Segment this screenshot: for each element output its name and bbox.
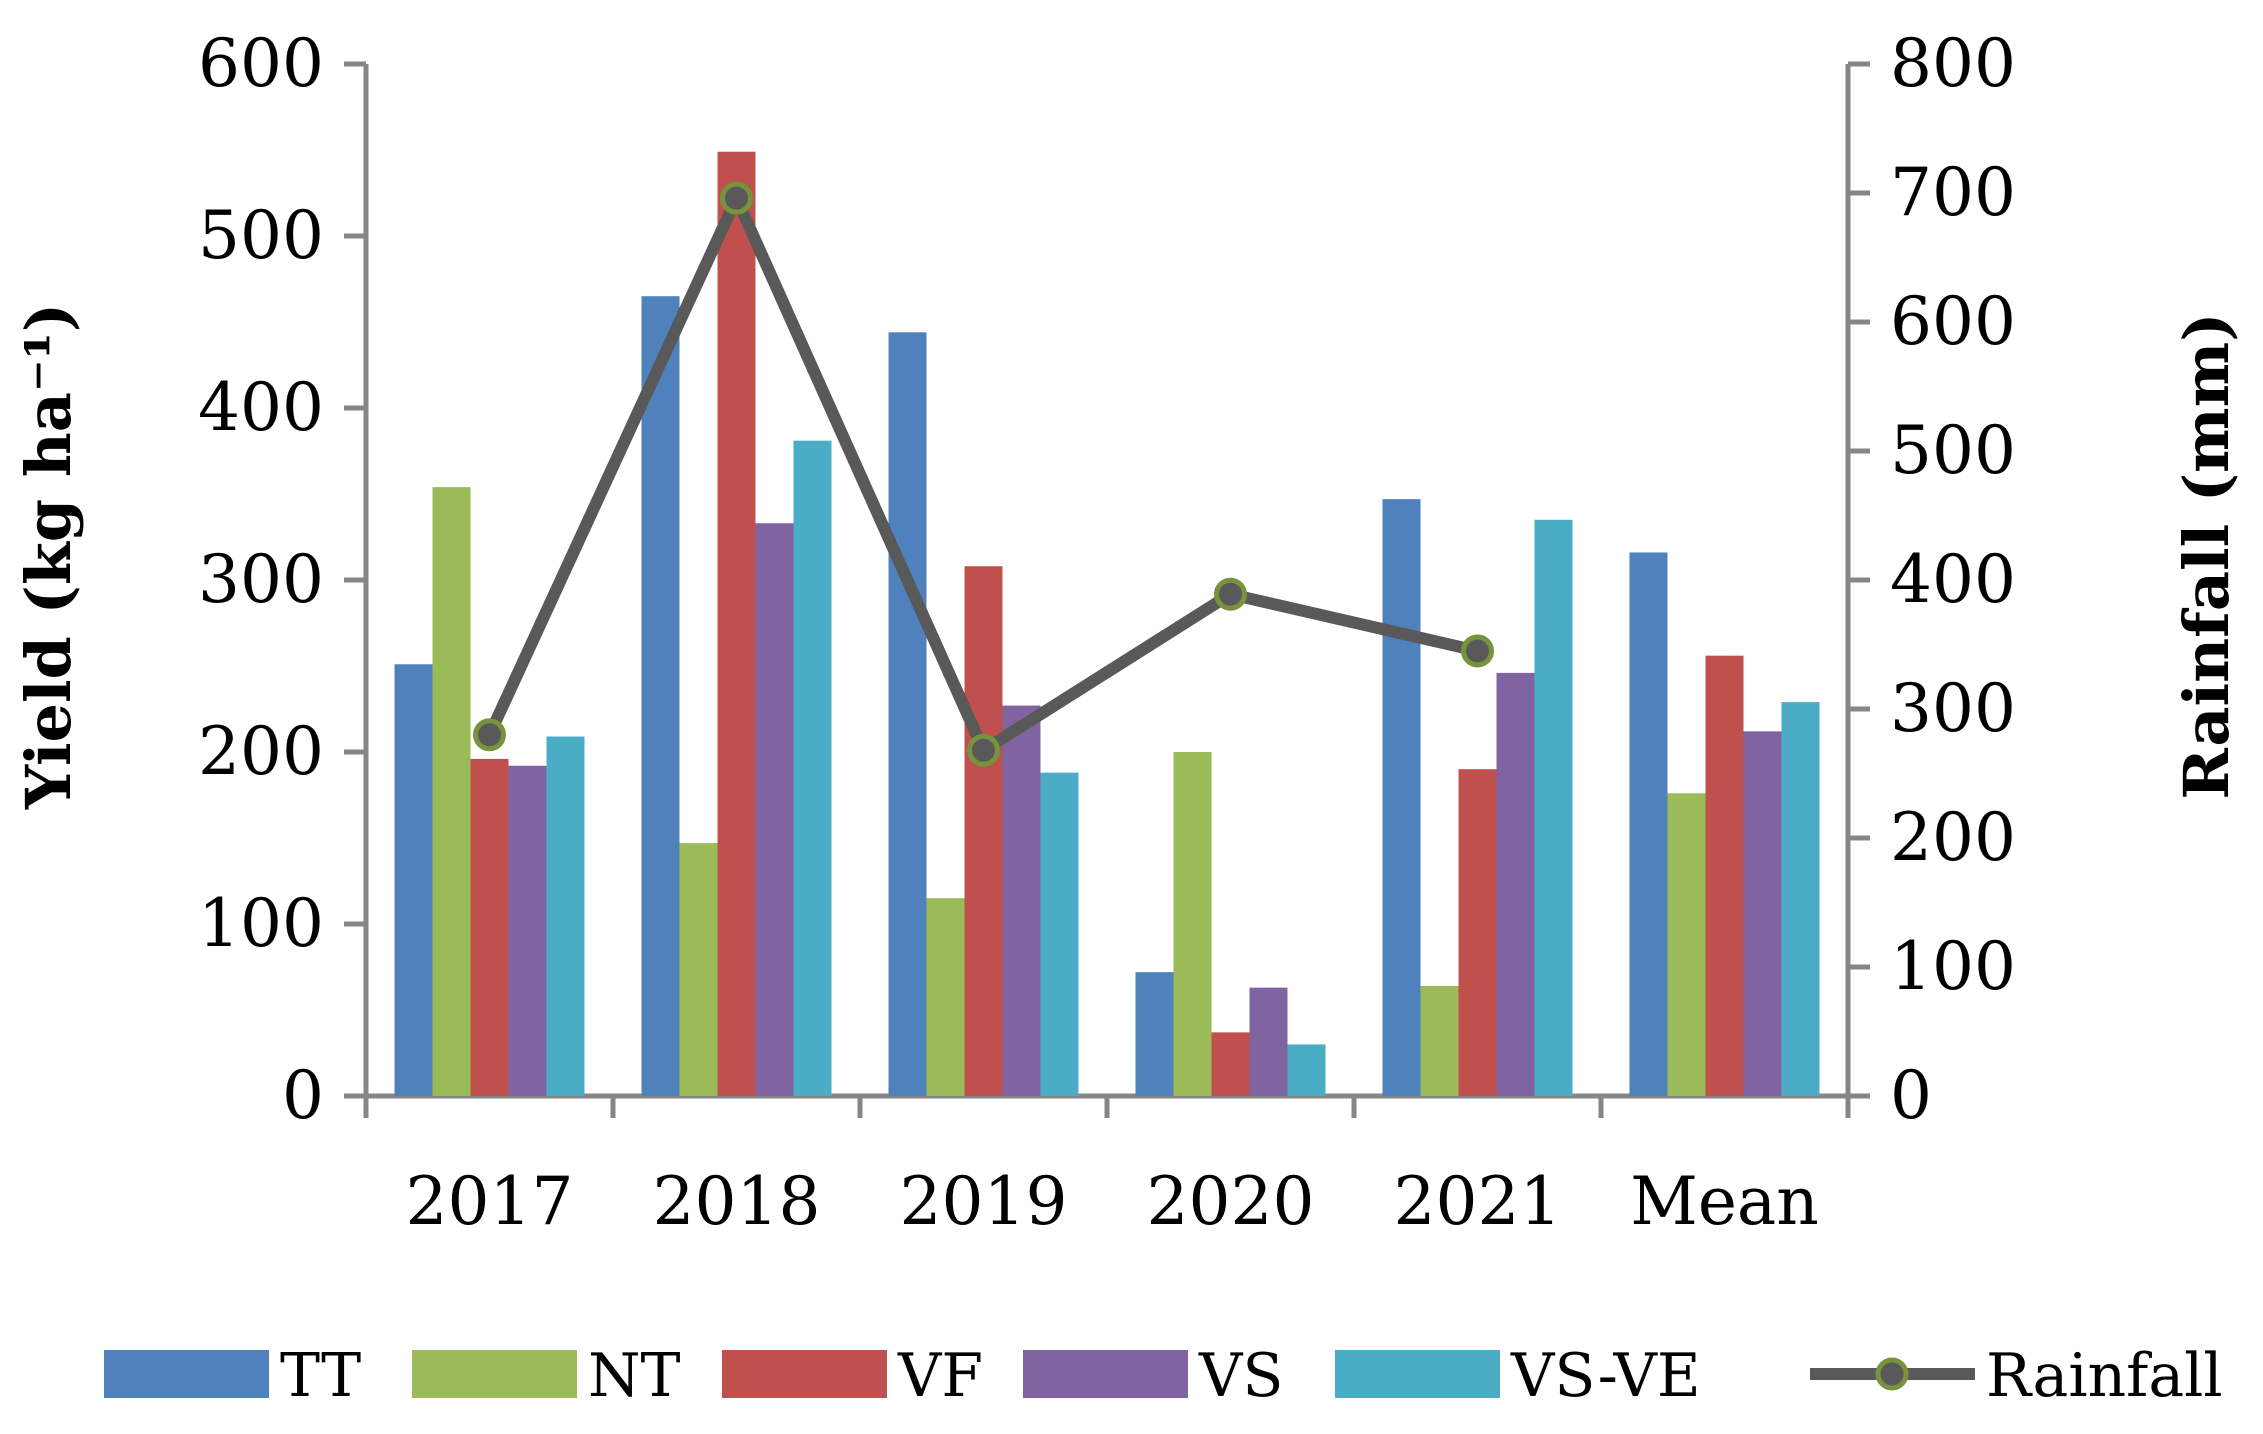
legend-swatch-tt — [104, 1350, 269, 1398]
y2-tick-label: 400 — [1890, 541, 2016, 618]
legend-label-vf: VF — [897, 1341, 983, 1411]
x-tick-label: Mean — [1630, 1163, 1819, 1240]
bar-nt — [679, 843, 718, 1096]
bar-vs — [508, 765, 547, 1096]
x-tick-label: 2017 — [406, 1163, 574, 1240]
bar-vs-ve — [1040, 772, 1079, 1096]
bar-tt — [1382, 499, 1421, 1096]
y2-tick-label: 700 — [1890, 154, 2016, 231]
x-tick-label: 2018 — [653, 1163, 821, 1240]
bar-vf — [470, 758, 509, 1096]
y2-tick-label: 100 — [1890, 928, 2016, 1005]
y-tick-label: 0 — [282, 1057, 324, 1134]
bar-nt — [1420, 985, 1459, 1096]
bar-tt — [888, 332, 927, 1096]
legend-label-nt: NT — [588, 1341, 681, 1411]
bar-nt — [432, 487, 471, 1096]
y-tick-label: 500 — [198, 197, 324, 274]
bar-vf — [1458, 769, 1497, 1096]
rainfall-marker — [967, 733, 1000, 767]
bar-vs-ve — [1534, 519, 1573, 1096]
y-tick-label: 400 — [198, 369, 324, 446]
y-tick-label: 200 — [198, 713, 324, 790]
legend-swatch-vs-ve — [1335, 1350, 1500, 1398]
legend-swatch-rainfall-marker — [1875, 1357, 1909, 1391]
legend-swatch-vs — [1023, 1350, 1188, 1398]
y-tick-label: 600 — [198, 25, 324, 102]
rainfall-marker — [1461, 634, 1494, 668]
y-tick-label: 100 — [198, 885, 324, 962]
bar-vs-ve — [546, 736, 585, 1096]
legend-swatch-nt — [412, 1350, 577, 1398]
y2-tick-label: 0 — [1890, 1057, 1932, 1134]
y-axis-title: Yield (kg ha⁻¹) — [12, 303, 85, 810]
bar-vs — [755, 523, 794, 1096]
y2-tick-label: 800 — [1890, 25, 2016, 102]
legend-label-tt: TT — [280, 1341, 361, 1411]
bar-vs — [1249, 987, 1288, 1096]
y2-tick-label: 500 — [1890, 412, 2016, 489]
rainfall-marker — [473, 718, 506, 752]
x-tick-label: 2021 — [1394, 1163, 1562, 1240]
bar-vs — [1496, 672, 1535, 1096]
bar-tt — [1135, 972, 1174, 1096]
bar-vf — [1705, 655, 1744, 1096]
bar-vs-ve — [793, 440, 832, 1096]
y2-axis-title: Rainfall (mm) — [2170, 312, 2243, 799]
bar-vs — [1743, 731, 1782, 1096]
x-tick-label: 2020 — [1147, 1163, 1315, 1240]
y2-tick-label: 300 — [1890, 670, 2016, 747]
bar-tt — [641, 296, 680, 1096]
legend-label-vs: VS — [1198, 1341, 1283, 1411]
y2-tick-label: 200 — [1890, 799, 2016, 876]
legend-label-rainfall: Rainfall — [1986, 1341, 2223, 1411]
y2-tick-label: 600 — [1890, 283, 2016, 360]
bar-vs-ve — [1287, 1044, 1326, 1096]
bar-nt — [926, 898, 965, 1096]
legend: TT NT VF VS VS-VE Rainfall — [104, 1341, 2223, 1411]
bar-nt — [1173, 752, 1212, 1096]
bar-vf — [1211, 1032, 1250, 1096]
bar-vf — [717, 151, 756, 1097]
bar-tt — [1629, 552, 1668, 1096]
rainfall-marker — [1214, 577, 1247, 611]
legend-label-vs-ve: VS-VE — [1510, 1341, 1701, 1411]
bar-vf — [964, 566, 1003, 1096]
y-tick-label: 300 — [198, 541, 324, 618]
x-tick-label: 2019 — [900, 1163, 1068, 1240]
bar-tt — [394, 664, 433, 1096]
rainfall-marker — [720, 181, 753, 215]
bar-nt — [1667, 793, 1706, 1096]
bar-vs — [1002, 705, 1041, 1096]
bar-vs-ve — [1781, 702, 1820, 1096]
legend-swatch-vf — [722, 1350, 887, 1398]
